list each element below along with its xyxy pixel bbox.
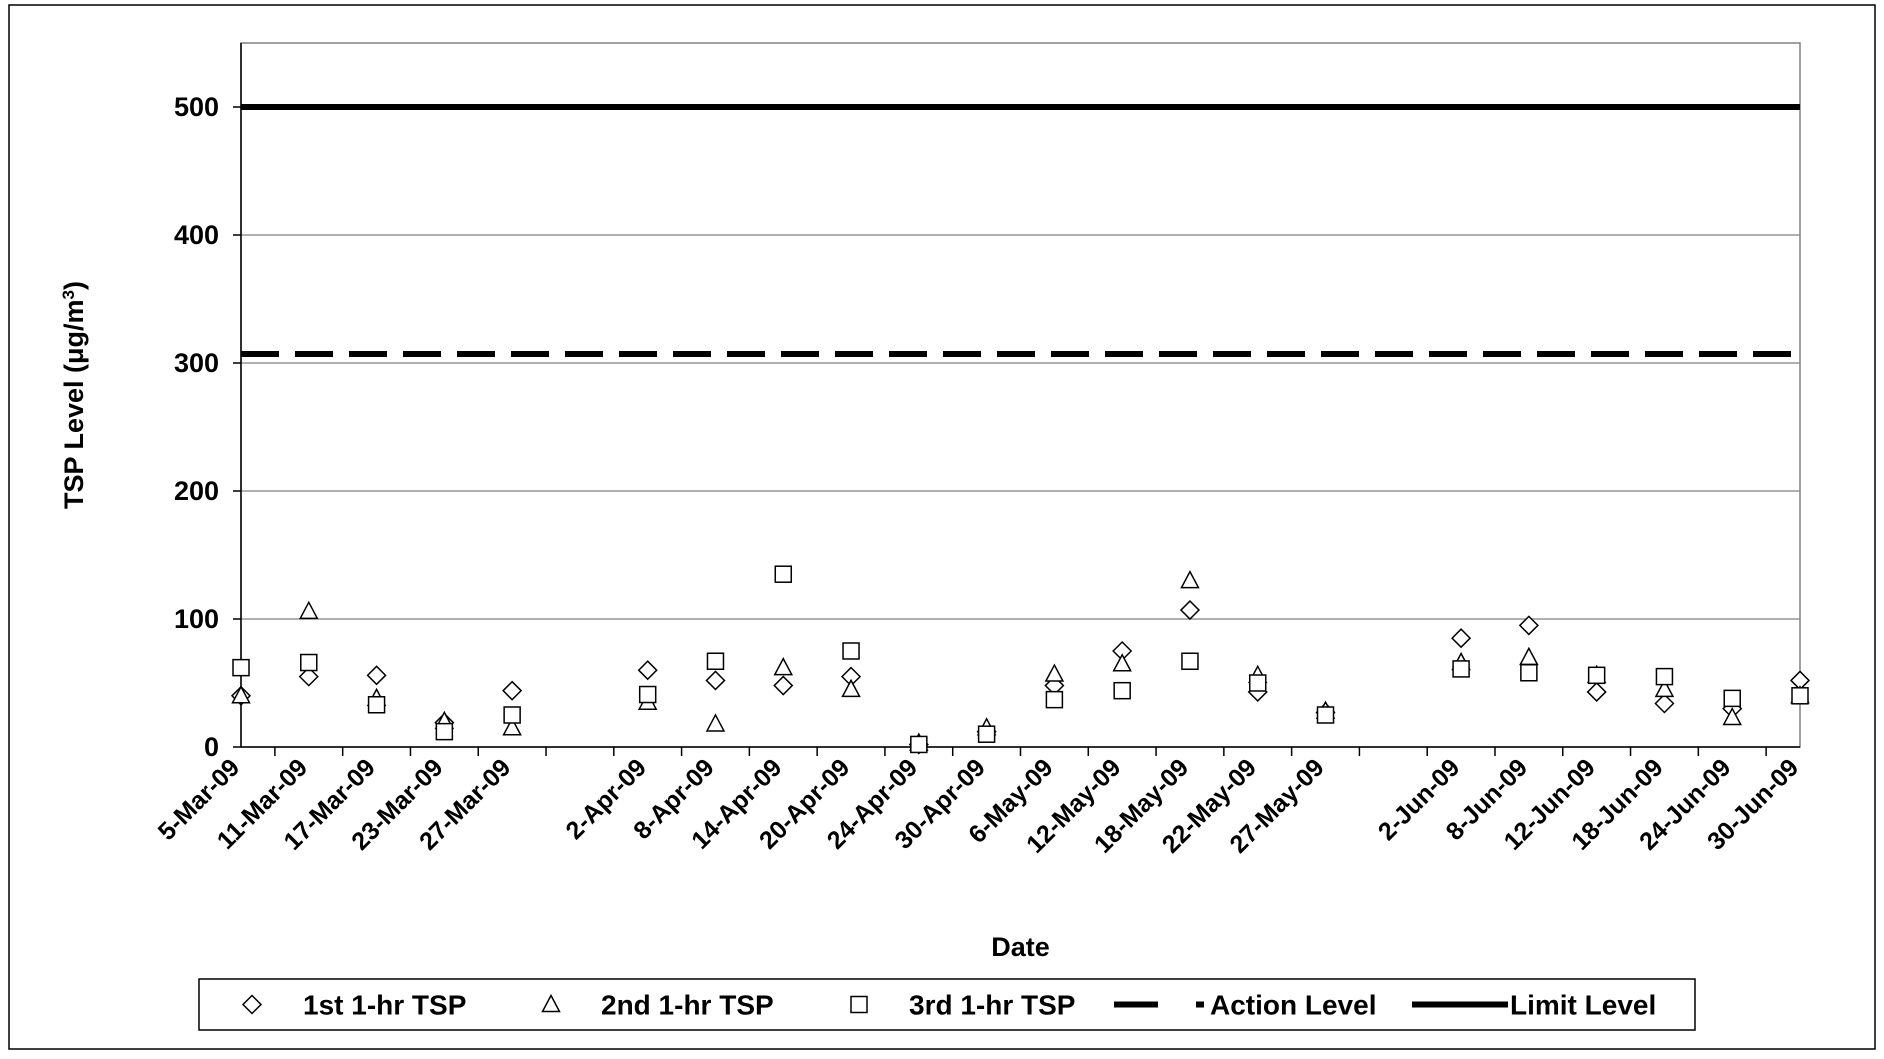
data-point-series-1 (1654, 693, 1675, 714)
data-point-series-1 (1518, 615, 1539, 636)
data-point-series-1 (773, 675, 794, 696)
data-point-series-1 (637, 660, 658, 681)
data-point-series-1 (502, 680, 523, 701)
data-point-series-1 (705, 670, 726, 691)
legend-label-series-1: 1st 1-hr TSP (303, 990, 466, 1021)
data-point-series-3 (1723, 689, 1741, 708)
data-point-series-3 (435, 722, 454, 741)
data-point-series-3 (1655, 667, 1674, 686)
legend-marker-series-1 (241, 994, 263, 1015)
y-axis-title-main: TSP Level (μg/m (59, 299, 89, 509)
data-point-series-2 (1180, 570, 1200, 589)
y-axis-title-close: ) (59, 281, 89, 290)
data-point-series-3 (232, 658, 250, 677)
y-axis-title-superscript: 3 (59, 290, 78, 299)
data-point-series-2 (1044, 663, 1065, 682)
legend-label-limit-level: Limit Level (1510, 990, 1656, 1021)
data-point-series-3 (1587, 666, 1606, 685)
data-point-series-3 (1248, 674, 1267, 692)
y-tick-label: 100 (174, 604, 219, 634)
legend-label-action-level: Action Level (1210, 990, 1376, 1021)
data-point-series-3 (774, 565, 793, 583)
y-axis-title: TSP Level (μg/m3) (59, 281, 90, 509)
data-point-series-2 (1654, 678, 1675, 698)
data-point-series-2 (1722, 706, 1742, 726)
legend-label-series-3: 3rd 1-hr TSP (909, 990, 1075, 1021)
data-point-series-2 (1519, 646, 1539, 666)
data-point-series-3 (1316, 706, 1335, 724)
data-point-series-1 (298, 666, 319, 687)
y-tick-label: 300 (174, 348, 219, 378)
legend-marker-series-2 (541, 993, 561, 1013)
data-point-series-1 (1179, 599, 1201, 621)
data-point-series-3 (1520, 664, 1538, 682)
data-point-series-3 (706, 652, 725, 670)
data-point-series-3 (638, 685, 657, 704)
data-point-series-2 (1112, 653, 1132, 672)
x-axis-title: Date (991, 932, 1050, 962)
data-point-series-3 (1181, 652, 1199, 670)
y-tick-label: 500 (174, 92, 219, 122)
y-tick-label: 200 (174, 476, 219, 506)
data-point-series-1 (1451, 628, 1472, 649)
data-point-series-3 (503, 706, 521, 724)
data-point-series-3 (910, 735, 928, 754)
data-point-series-3 (1113, 681, 1131, 700)
data-point-series-1 (1586, 681, 1607, 703)
data-point-series-2 (773, 657, 794, 676)
chart-outer-border (8, 4, 1876, 1050)
data-point-series-3 (300, 653, 318, 672)
data-point-series-2 (705, 713, 726, 732)
data-point-series-2 (502, 717, 522, 736)
plot-area-border (240, 42, 1801, 748)
data-point-series-3 (367, 696, 386, 714)
y-tick-label: 0 (204, 732, 219, 762)
data-point-series-3 (1791, 687, 1809, 705)
data-point-series-2 (231, 685, 251, 704)
data-point-series-3 (842, 642, 860, 660)
legend-label-series-2: 2nd 1-hr TSP (601, 990, 774, 1021)
data-point-series-2 (841, 678, 861, 698)
data-point-series-3 (1452, 660, 1470, 678)
y-tick-label: 400 (174, 220, 219, 250)
legend-marker-series-3 (850, 995, 868, 1014)
data-point-series-3 (977, 725, 996, 743)
data-point-series-2 (299, 600, 319, 620)
data-point-series-1 (366, 665, 387, 686)
data-point-series-3 (1045, 690, 1064, 709)
